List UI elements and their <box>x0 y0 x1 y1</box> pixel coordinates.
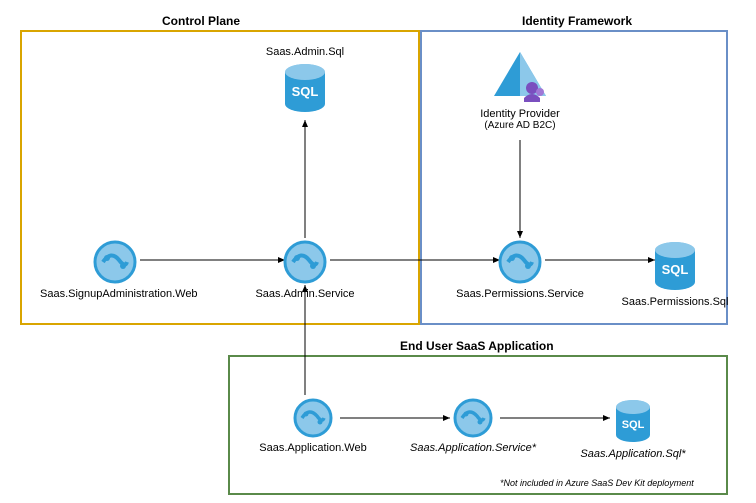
svg-text:SQL: SQL <box>292 84 319 99</box>
app-svc-label: Saas.Application.Service* <box>398 442 548 454</box>
sql-database-icon: SQL <box>651 240 699 292</box>
app-service-icon <box>453 398 493 438</box>
node-perm-svc: Saas.Permissions.Service <box>445 240 595 300</box>
footnote-text: *Not included in Azure SaaS Dev Kit depl… <box>500 478 694 488</box>
svg-text:SQL: SQL <box>662 262 689 277</box>
idp-sublabel: (Azure AD B2C) <box>445 120 595 131</box>
node-admin-sql: Saas.Admin.Sql SQL <box>230 42 380 114</box>
enduser-label: End User SaaS Application <box>400 339 554 353</box>
identity-label: Identity Framework <box>522 14 632 28</box>
node-admin-svc: Saas.Admin.Service <box>230 240 380 300</box>
node-signup-web: Saas.SignupAdministration.Web <box>40 240 190 300</box>
admin-svc-label: Saas.Admin.Service <box>230 288 380 300</box>
svg-text:SQL: SQL <box>622 419 645 431</box>
app-service-icon <box>93 240 137 284</box>
node-idp: Identity Provider (Azure AD B2C) <box>445 48 595 131</box>
admin-sql-label: Saas.Admin.Sql <box>230 46 380 58</box>
node-perm-sql: SQL Saas.Permissions.Sql <box>600 240 750 308</box>
app-sql-label: Saas.Application.Sql* <box>558 448 708 460</box>
node-app-sql: SQL Saas.Application.Sql* <box>558 398 708 460</box>
node-app-svc: Saas.Application.Service* <box>398 398 548 454</box>
node-app-web: Saas.Application.Web <box>238 398 388 454</box>
identity-provider-icon <box>488 48 552 104</box>
app-service-icon <box>293 398 333 438</box>
sql-database-icon: SQL <box>281 62 329 114</box>
app-web-label: Saas.Application.Web <box>238 442 388 454</box>
app-service-icon <box>498 240 542 284</box>
perm-sql-label: Saas.Permissions.Sql <box>600 296 750 308</box>
app-service-icon <box>283 240 327 284</box>
perm-svc-label: Saas.Permissions.Service <box>445 288 595 300</box>
signup-web-label: Saas.SignupAdministration.Web <box>40 288 190 300</box>
idp-label: Identity Provider <box>445 108 595 120</box>
sql-database-icon: SQL <box>612 398 654 444</box>
control-plane-label: Control Plane <box>162 14 240 28</box>
